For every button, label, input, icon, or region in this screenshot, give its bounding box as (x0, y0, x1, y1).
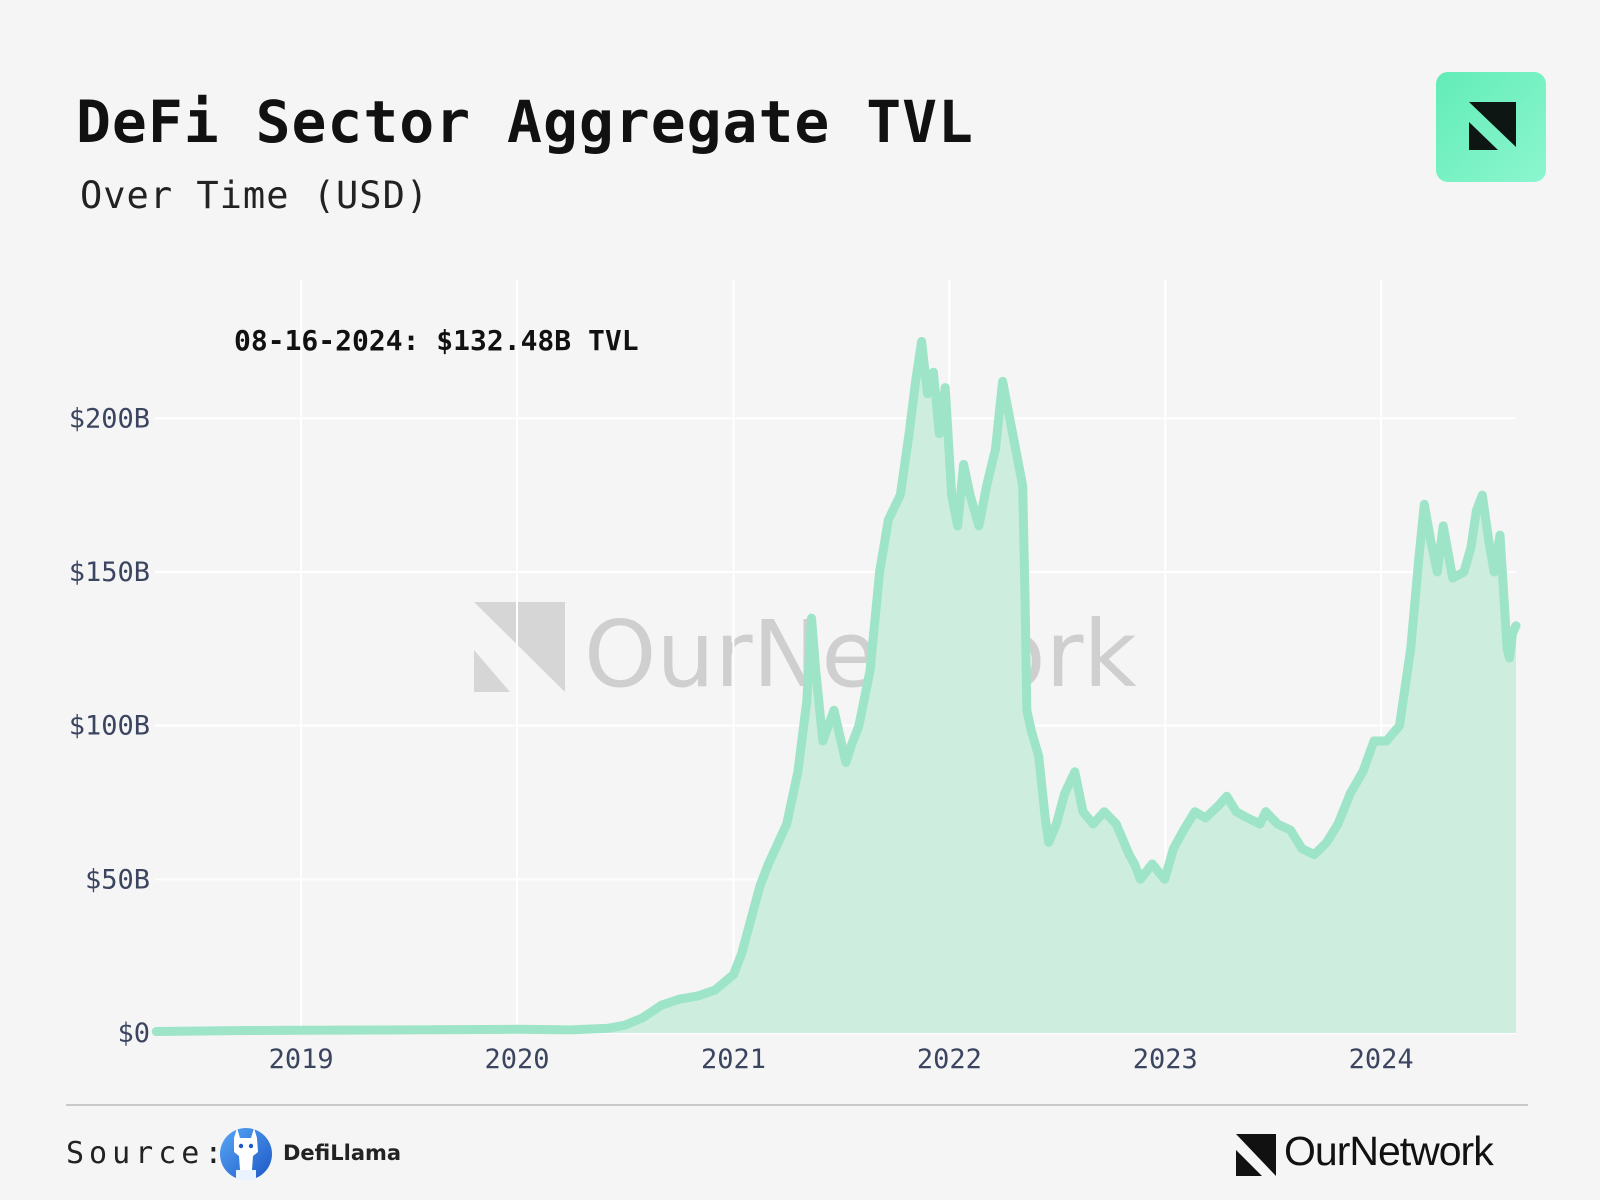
watermark-mark-icon (474, 602, 565, 692)
x-tick-label: 2021 (701, 1044, 766, 1075)
x-tick-label: 2019 (269, 1044, 334, 1075)
y-tick-label: $200B (69, 403, 150, 434)
ournetwork-logo-icon (1436, 72, 1546, 182)
defillama-llama-icon (218, 1124, 274, 1184)
y-tick-label: $150B (69, 557, 150, 588)
watermark: OurNetwork (474, 601, 1137, 708)
y-tick-label: $100B (69, 711, 150, 742)
x-tick-label: 2023 (1133, 1044, 1198, 1075)
x-tick-label: 2020 (484, 1044, 549, 1075)
watermark-text: OurNetwork (584, 601, 1137, 708)
footer-divider (66, 1104, 1528, 1106)
ournetwork-mark-icon (1236, 1134, 1276, 1176)
chart-title: DeFi Sector Aggregate TVL (76, 88, 974, 156)
y-tick-label: $0 (117, 1018, 150, 1049)
tvl-area (156, 341, 1517, 1033)
y-axis-ticks: $0 $50B $100B $150B $200B (69, 403, 150, 1049)
brand-name: OurNetwork (1284, 1128, 1494, 1174)
y-tick-label: $50B (85, 864, 150, 895)
source-name: DefiLlama (283, 1141, 402, 1165)
source-label: Source: (66, 1136, 228, 1171)
value-annotation: 08-16-2024: $132.48B TVL (234, 324, 639, 357)
x-tick-label: 2024 (1349, 1044, 1414, 1075)
x-tick-label: 2022 (917, 1044, 982, 1075)
chart-subtitle: Over Time (USD) (80, 174, 430, 217)
tvl-series (151, 337, 1521, 1036)
x-axis-ticks: 2019 2020 2021 2022 2023 2024 (269, 1044, 1414, 1075)
tvl-line (151, 337, 1521, 1036)
tvl-area-chart: OurNetwork $0 $50B $100B $150B $200B 2019 202… (68, 324, 1521, 1075)
